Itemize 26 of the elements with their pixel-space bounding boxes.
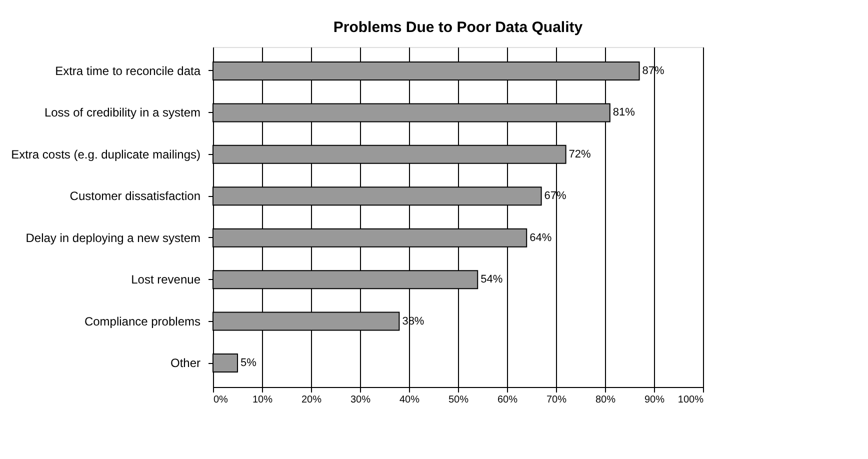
y-tick-label: Extra costs (e.g. duplicate mailings): [11, 147, 200, 162]
data-label: 5%: [240, 357, 257, 370]
x-tick-label: 20%: [301, 394, 322, 406]
data-label: 54%: [480, 274, 503, 286]
x-tick-label: 40%: [399, 394, 420, 406]
x-tick-label: 30%: [350, 394, 371, 406]
x-tick-label: 10%: [252, 394, 273, 406]
x-tick-label: 70%: [546, 394, 567, 406]
y-tick-label: Lost revenue: [131, 272, 201, 287]
bar: [212, 354, 238, 373]
x-tick-label: 60%: [497, 394, 518, 406]
data-label: 72%: [568, 148, 592, 160]
chart-title: Problems Due to Poor Data Quality: [333, 19, 584, 36]
data-label: 81%: [612, 106, 636, 119]
x-tick-label: 50%: [448, 394, 469, 406]
x-tick-label: 100%: [678, 394, 704, 406]
y-tick-label: Extra time to reconcile data: [55, 64, 201, 78]
x-tick-label: 0%: [214, 394, 228, 406]
data-label: 64%: [530, 232, 552, 244]
y-tick-label: Compliance problems: [84, 314, 200, 328]
y-tick-label: Customer dissatisfaction: [70, 189, 200, 204]
x-tick-label: 80%: [595, 394, 616, 406]
x-tick-label: 90%: [644, 394, 665, 406]
y-tick-label: Delay in deploying a new system: [26, 230, 200, 245]
y-tick-label: Loss of credibility in a system: [44, 106, 200, 120]
y-tick-label: Other: [170, 356, 200, 370]
